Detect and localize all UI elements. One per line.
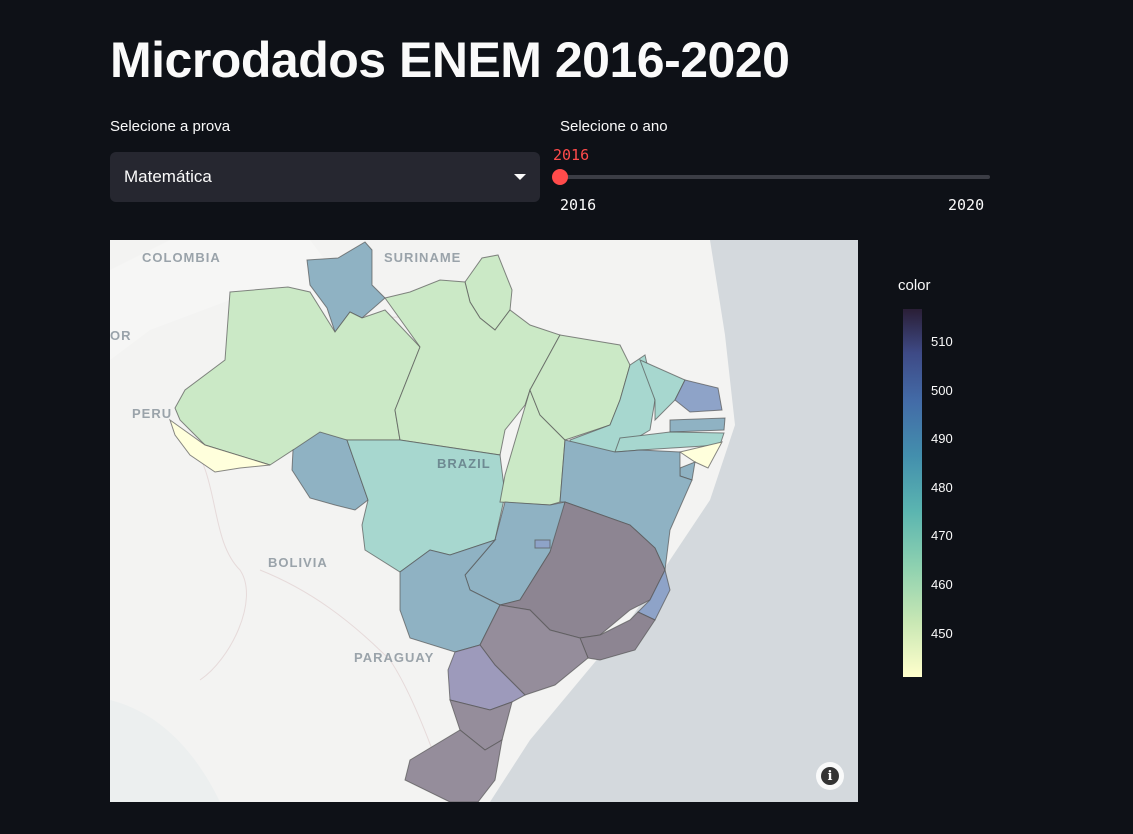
colorbar-tick: 490 xyxy=(931,431,953,446)
state-rj xyxy=(579,611,656,661)
map-label-paraguay: PARAGUAY xyxy=(354,650,434,665)
map-label-brazil: BRAZIL xyxy=(437,456,491,471)
colorbar-tick: 500 xyxy=(931,383,953,398)
page-title: Microdados ENEM 2016-2020 xyxy=(110,32,790,88)
map-label-or: OR xyxy=(110,328,132,343)
map-label-colombia: COLOMBIA xyxy=(142,250,221,265)
year-slider-max: 2020 xyxy=(948,196,985,214)
state-ac xyxy=(169,418,271,473)
year-slider-min: 2016 xyxy=(560,196,597,214)
colorbar-tick: 450 xyxy=(931,626,953,641)
info-icon: i xyxy=(821,767,839,785)
state-ro xyxy=(291,431,369,511)
map-label-bolivia: BOLIVIA xyxy=(268,555,328,570)
colorbar-tick: 510 xyxy=(931,334,953,349)
exam-select-label: Selecione a prova xyxy=(110,118,231,135)
year-slider-thumb[interactable] xyxy=(552,169,568,185)
colorbar-tick: 470 xyxy=(931,528,953,543)
state-pb xyxy=(669,417,726,433)
state-ms xyxy=(399,538,501,653)
exam-select-value: Matemática xyxy=(124,167,212,186)
choropleth-map[interactable]: COLOMBIA SURINAME OR PERU BRAZIL BOLIVIA… xyxy=(110,240,858,802)
map-info-button[interactable]: i xyxy=(816,762,844,790)
year-slider-value: 2016 xyxy=(553,146,590,164)
state-ce xyxy=(639,359,686,422)
exam-select[interactable]: Matemática xyxy=(110,152,540,202)
map-label-peru: PERU xyxy=(132,406,172,421)
colorbar-tick: 480 xyxy=(931,480,953,495)
state-pa xyxy=(384,279,561,456)
year-slider-track[interactable] xyxy=(552,169,990,185)
colorbar-tick: 460 xyxy=(931,577,953,592)
colorbar xyxy=(903,309,922,677)
state-rr xyxy=(306,241,386,334)
colorbar-title: color xyxy=(898,277,931,294)
state-df xyxy=(534,539,551,549)
state-rs xyxy=(404,729,503,802)
year-slider-label: Selecione o ano xyxy=(560,118,668,135)
state-al xyxy=(678,441,723,469)
map-canvas: COLOMBIA SURINAME OR PERU BRAZIL BOLIVIA… xyxy=(110,240,735,802)
map-label-suriname: SURINAME xyxy=(384,250,461,265)
chevron-down-icon xyxy=(514,174,526,180)
state-rn xyxy=(674,379,723,413)
